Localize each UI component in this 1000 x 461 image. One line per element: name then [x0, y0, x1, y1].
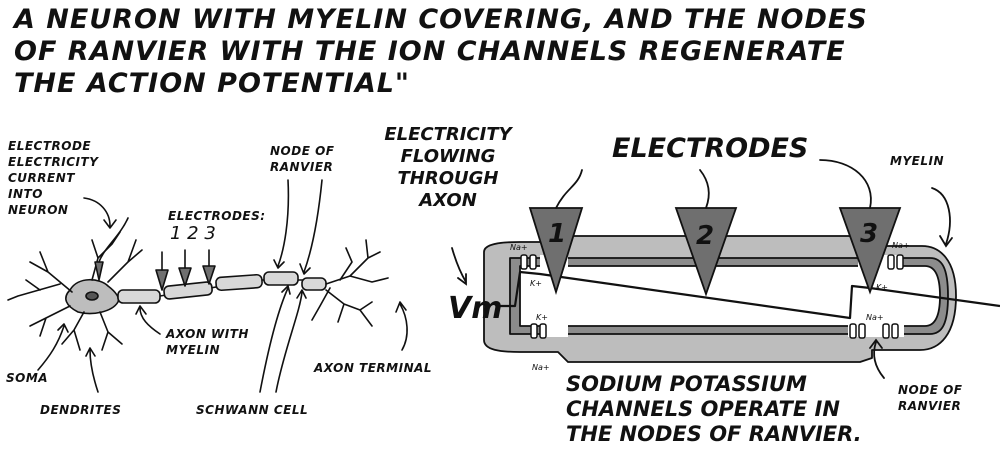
- caption-line: Sodium potassium: [566, 372, 807, 396]
- label-line: current: [8, 171, 75, 185]
- channels-caption: Sodium potassium channels operate in the…: [566, 372, 862, 447]
- label-line: neuron: [8, 203, 69, 217]
- dendrite-branch: [91, 231, 143, 283]
- label-line: Electrode: [8, 139, 92, 153]
- axon-terminal-label: Axon terminal: [314, 361, 433, 375]
- vm-text: Vm: [448, 291, 502, 326]
- myelin-segment: [215, 273, 263, 292]
- large-electrodes: [528, 207, 902, 297]
- electrode-wire: [819, 159, 872, 209]
- myelin-segment: [117, 289, 161, 304]
- ion-label: Na+: [892, 241, 910, 250]
- annotation-arrow: [83, 197, 117, 229]
- annotation-arrow: [273, 179, 290, 269]
- electrode-wire: [699, 169, 710, 209]
- annotation-arrow: [299, 179, 323, 275]
- electrode-marker: [202, 265, 216, 285]
- myelin-segment: [263, 271, 299, 286]
- nucleus-shape: [85, 291, 99, 301]
- annotation-arrow: [451, 247, 467, 286]
- annotation-arrow: [85, 347, 99, 393]
- annotation-arrow: [275, 289, 307, 393]
- electrode-number-3: 3: [860, 219, 878, 249]
- ion-channels: [520, 254, 904, 339]
- ion-label: Na+: [532, 363, 550, 372]
- annotation-arrow: [259, 285, 291, 393]
- ion-channel: [858, 323, 866, 339]
- label-line: axon: [419, 190, 477, 211]
- node-of-ranvier-label-right: Node of Ranvier: [898, 382, 962, 414]
- ion-channel: [529, 254, 537, 270]
- electrodes-small-label: Electrodes:: [168, 209, 266, 223]
- annotation-arrow: [931, 187, 953, 248]
- ion-channel: [896, 254, 904, 270]
- label-line: Node of: [270, 144, 335, 158]
- potential-trace: [500, 270, 1000, 320]
- axon-terminal-branch: [311, 247, 353, 321]
- electrode-number-2: 2: [696, 221, 714, 251]
- label-line: into: [8, 187, 43, 201]
- annotation-arrow: [135, 305, 161, 335]
- dendrite-branch: [29, 305, 71, 337]
- electrode-current-label: Electrode electricity current into neuro…: [8, 138, 98, 218]
- label-line: Ranvier: [898, 399, 962, 413]
- neuron-diagram: [7, 179, 408, 393]
- ion-label: Na+: [866, 313, 884, 322]
- label-line: Electricity: [384, 124, 512, 145]
- ion-channel: [530, 323, 538, 339]
- electrodes-title: Electrodes: [612, 133, 809, 164]
- node-gap: [540, 325, 568, 337]
- ion-channel: [891, 323, 899, 339]
- myelin-segment: [301, 277, 327, 291]
- dendrite-branch: [7, 251, 73, 301]
- axon-interior: [519, 265, 941, 327]
- ion-channel: [520, 254, 528, 270]
- soma-label: Soma: [6, 371, 49, 385]
- electricity-flowing-label: Electricity flowing through axon: [368, 124, 528, 212]
- schwann-cell-label: Schwann cell: [196, 403, 309, 417]
- label-line: Axon with: [166, 327, 249, 341]
- ion-channel: [887, 254, 895, 270]
- electrode-numbers-small: 1 2 3: [170, 223, 216, 244]
- caption-line: the nodes of Ranvier.: [566, 422, 862, 446]
- electrode-wire: [98, 217, 210, 271]
- annotation-arrow: [869, 338, 885, 379]
- label-line: through: [397, 168, 499, 189]
- label-line: myelin: [166, 343, 220, 357]
- ion-label: K+: [536, 313, 548, 322]
- annotation-arrow: [37, 323, 69, 371]
- label-line: Ranvier: [270, 160, 334, 174]
- ion-label: K+: [530, 279, 542, 288]
- dendrite-branch: [61, 311, 123, 351]
- ion-label: K+: [876, 283, 888, 292]
- ion-channel: [849, 323, 857, 339]
- electrode-wire: [555, 169, 583, 209]
- label-line: electricity: [8, 155, 99, 169]
- page-title: A neuron with myelin covering, and the n…: [14, 4, 868, 99]
- ion-channel: [882, 323, 890, 339]
- ion-channel: [539, 323, 547, 339]
- electrode-number-1: 1: [548, 219, 566, 249]
- myelin-segment: [163, 281, 213, 300]
- axon-with-myelin-label: Axon with myelin: [166, 326, 249, 358]
- node-of-ranvier-label: Node of Ranvier: [270, 143, 334, 175]
- label-line: Node of: [898, 383, 963, 397]
- vm-label: Vm: [448, 291, 502, 326]
- caption-line: channels operate in: [566, 397, 840, 421]
- axon-terminal-branch: [325, 239, 389, 327]
- annotation-arrow: [395, 301, 408, 351]
- label-line: flowing: [400, 146, 496, 167]
- myelin-label: Myelin: [890, 154, 944, 168]
- electrode-marker: [94, 261, 104, 281]
- dendrites-label: Dendrites: [40, 403, 122, 417]
- ion-label: Na+: [510, 243, 528, 252]
